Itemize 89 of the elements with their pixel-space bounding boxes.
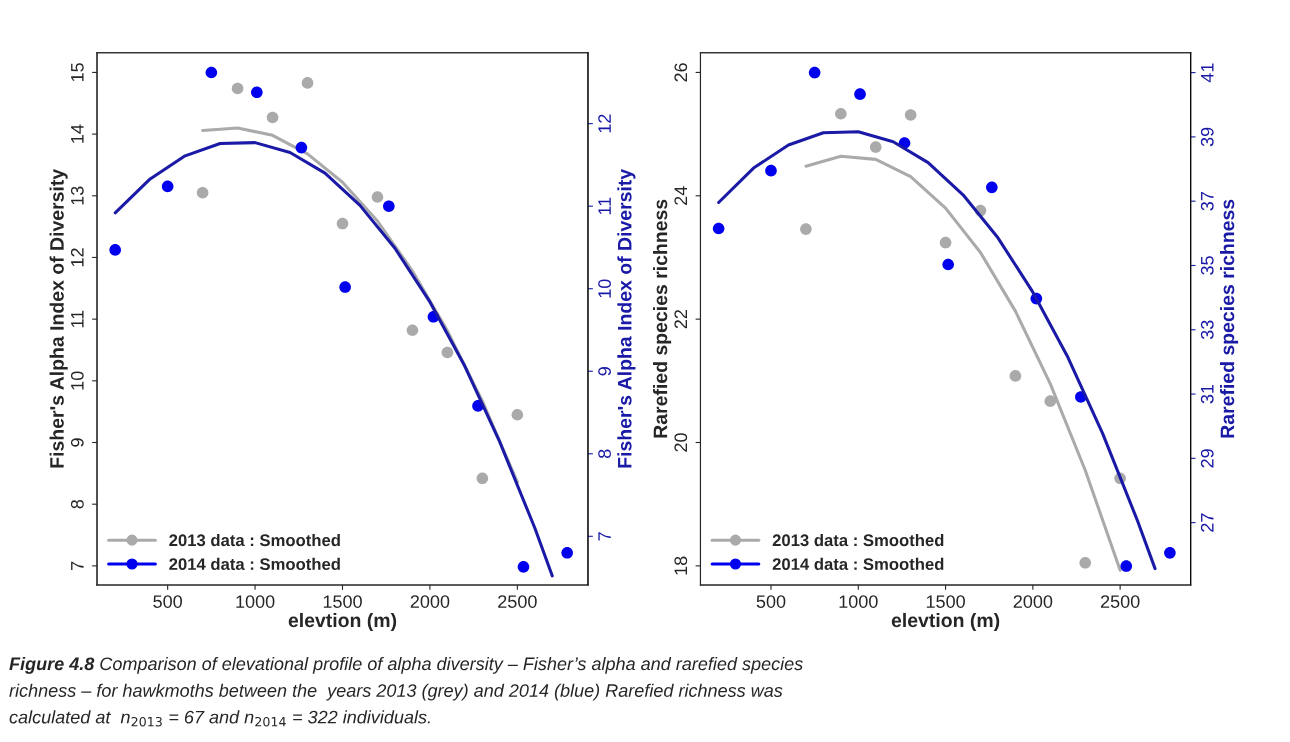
legend-label: 2013 data : Smoothed <box>772 533 944 547</box>
point <box>517 561 530 573</box>
point <box>835 107 847 120</box>
legend-label: 2013 data : Smoothed <box>169 533 340 547</box>
x-tick-label: 2000 <box>410 595 450 608</box>
line-series <box>113 141 554 578</box>
x-tick-label: 500 <box>756 595 786 608</box>
y2-tick-label: 39 <box>1200 127 1214 147</box>
point <box>1164 547 1176 559</box>
point <box>231 82 244 95</box>
x-tick-label: 1500 <box>926 595 965 608</box>
point <box>295 141 308 154</box>
point <box>301 77 314 89</box>
point <box>1044 395 1057 407</box>
point <box>561 547 573 559</box>
y-tick-label: 18 <box>674 556 688 575</box>
point <box>800 223 812 235</box>
point <box>765 164 777 177</box>
y-tick-label: 13 <box>70 186 84 205</box>
y2-tick-label: 31 <box>1200 384 1214 404</box>
point <box>1120 560 1133 572</box>
point <box>511 408 524 421</box>
x-tick-label: 1000 <box>839 595 878 608</box>
y2-tick-label: 11 <box>598 197 611 215</box>
y2-tick-label: 41 <box>1201 63 1214 83</box>
y-tick-label: 9 <box>70 438 84 447</box>
point <box>986 181 998 194</box>
y2-tick-label: 33 <box>1200 320 1214 340</box>
y2-axis-title: Fisher's Alpha Index of Diversity <box>617 168 636 468</box>
y-tick-label: 24 <box>674 186 687 205</box>
y-tick-label: 12 <box>70 248 84 267</box>
y-tick-label: 11 <box>71 310 84 328</box>
point <box>476 472 489 485</box>
y2-axis-title: Rarefied species richness <box>1220 199 1239 438</box>
point <box>1009 370 1022 382</box>
point <box>1079 556 1092 569</box>
point <box>251 86 263 99</box>
point <box>205 66 218 79</box>
point <box>904 109 917 121</box>
point <box>266 111 279 124</box>
point <box>339 281 351 293</box>
y2-tick-label: 10 <box>598 279 611 298</box>
y2-tick-label: 27 <box>1200 513 1214 532</box>
y-axis-title: Fisher's Alpha Index of Diversity <box>49 168 68 468</box>
y2-tick-label: 8 <box>598 449 611 459</box>
point <box>854 88 866 100</box>
y-tick-label: 7 <box>71 561 84 570</box>
point <box>371 191 384 203</box>
point <box>712 222 725 235</box>
caption: Figure 4.8 <box>9 656 95 674</box>
point <box>441 346 454 359</box>
y-tick-label: 20 <box>674 433 688 452</box>
x-tick-label: 2500 <box>1100 595 1140 608</box>
point <box>109 244 121 256</box>
y2-tick-label: 7 <box>598 532 611 541</box>
text: Comparison of elevational profile of alpha diversity – Fisher’s alpha and rarefied species <box>100 656 803 674</box>
x-tick-label: 1500 <box>323 595 362 608</box>
legend-label: 2014 data : Smoothed <box>772 557 944 571</box>
point <box>808 66 821 79</box>
x-tick-label: 500 <box>153 595 182 608</box>
y2-tick-label: 12 <box>598 114 611 133</box>
x-tick-label: 1000 <box>236 595 275 608</box>
y-tick-label: 8 <box>70 499 84 509</box>
y-tick-label: 26 <box>674 63 688 82</box>
y-axis-title: Rarefied species richness <box>653 199 672 438</box>
point <box>161 180 174 193</box>
point <box>406 324 419 337</box>
point <box>383 200 395 212</box>
point <box>336 217 349 230</box>
y-tick-label: 22 <box>674 310 687 329</box>
y-tick-label: 14 <box>71 124 84 143</box>
legend-label: 2014 data : Smoothed <box>169 557 340 571</box>
point <box>869 141 882 153</box>
x-axis-title: elevtion (m) <box>891 612 1000 632</box>
y-tick-label: 15 <box>71 63 84 82</box>
x-tick-label: 2500 <box>498 595 537 608</box>
text: calculated at n$_{2013}$ = 67 and n$_{2014}$ = 322 individuals. <box>9 710 430 727</box>
x-tick-label: 2000 <box>1013 595 1053 608</box>
y-tick-label: 10 <box>70 371 84 390</box>
y2-tick-label: 37 <box>1200 192 1214 211</box>
x-axis-title: elevtion (m) <box>288 612 397 632</box>
text: richness – for hawkmoths between the years 2013 (grey) and 2014 (blue) Rarefied richness was <box>9 683 783 701</box>
y2-tick-label: 35 <box>1200 256 1214 275</box>
point <box>939 236 952 249</box>
y2-tick-label: 29 <box>1200 449 1214 468</box>
y2-tick-label: 9 <box>598 367 611 376</box>
point <box>942 258 954 271</box>
line-series <box>717 130 1157 571</box>
point <box>196 186 209 199</box>
